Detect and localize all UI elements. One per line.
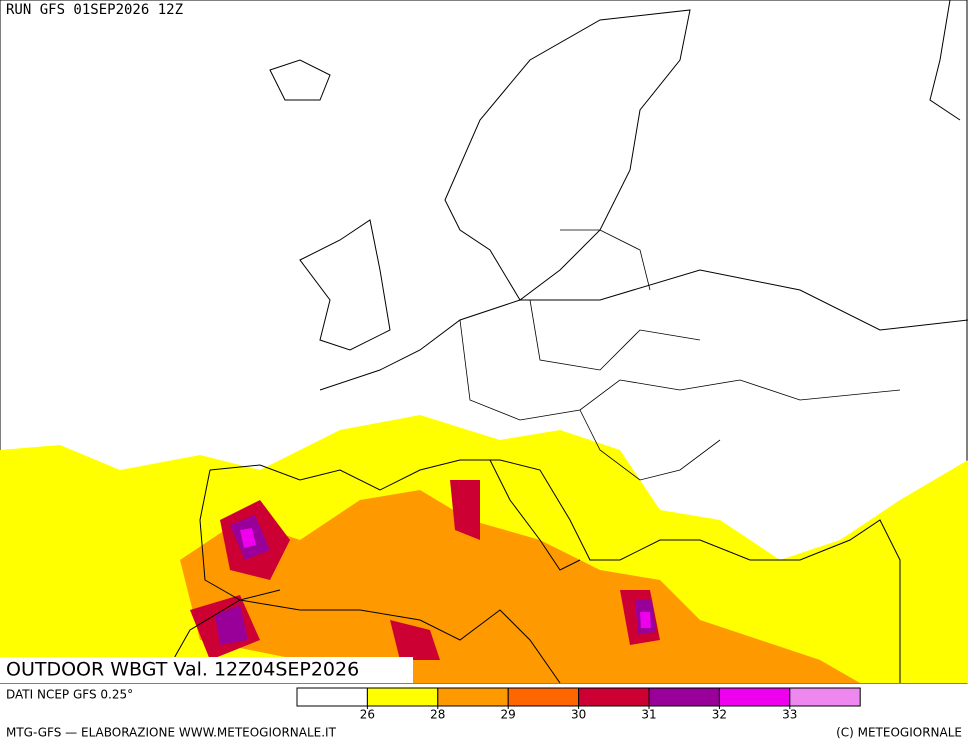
coastlines (159, 0, 968, 684)
source: DATI NCEP GFS 0.25° (6, 688, 133, 702)
legend-swatch (648, 687, 720, 707)
legend-tick-label: 26 (360, 708, 375, 722)
legend-tick-label: 30 (571, 708, 586, 722)
legend-swatch (578, 687, 650, 707)
legend-swatch (507, 687, 580, 707)
legend-swatch (296, 687, 368, 707)
copyright: (C) METEOGIORNALE (836, 726, 962, 740)
legend-tick-label: 32 (712, 708, 727, 722)
map: RUN GFS 01SEP2026 12Z OUTDOOR WBGT Val. … (0, 0, 968, 684)
legend-swatch (366, 687, 439, 707)
shade-purple (215, 515, 656, 645)
run-label: RUN GFS 01SEP2026 12Z (6, 2, 183, 18)
legend-tick-label: 33 (782, 708, 797, 722)
legend-tick-label: 29 (501, 708, 516, 722)
credit: MTG-GFS — ELABORAZIONE WWW.METEOGIORNALE… (6, 726, 337, 740)
shade-orange (180, 490, 860, 683)
legend-tick-label: 31 (641, 708, 656, 722)
legend-swatch (718, 687, 791, 707)
legend-swatch (437, 687, 509, 707)
legend-swatch (789, 687, 861, 707)
map-title: OUTDOOR WBGT Val. 12Z04SEP2026 (6, 659, 359, 681)
shade-red (190, 480, 660, 660)
borders (459, 229, 901, 481)
legend: 26 28 29 30 31 32 33 (296, 687, 861, 722)
title-box (0, 657, 413, 683)
legend-tick-label: 28 (430, 708, 445, 722)
